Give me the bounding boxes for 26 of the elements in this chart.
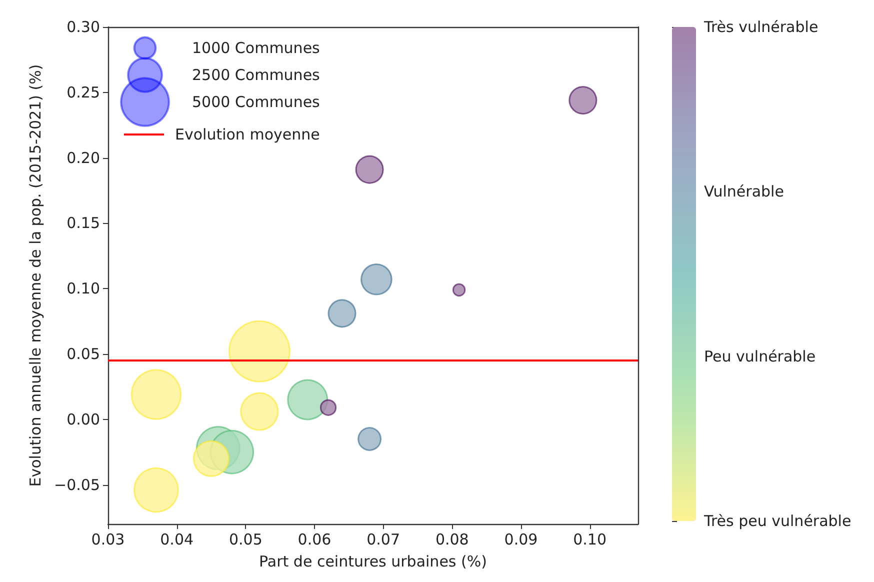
y-tick-label: 0.10	[66, 280, 100, 298]
legend-label: 1000 Communes	[192, 39, 320, 57]
y-axis-title: Evolution annuelle moyenne de la pop. (2015-2021) (%)	[26, 64, 45, 487]
y-tick-label: −0.05	[54, 476, 100, 494]
y-tick-label: 0.20	[66, 148, 100, 167]
color-bar-label: Très peu vulnérable	[703, 512, 852, 530]
x-tick-label: 0.08	[435, 530, 469, 548]
x-tick-label: 0.09	[504, 530, 538, 548]
x-tick-label: 0.05	[228, 530, 262, 548]
legend-label: 2500 Communes	[192, 66, 320, 84]
color-bar-label: Très vulnérable	[703, 18, 818, 36]
y-tick-label: 0.00	[66, 410, 100, 428]
x-tick-label: 0.06	[298, 530, 332, 548]
x-tick-label: 0.07	[366, 530, 400, 548]
y-tick-label: 0.15	[66, 214, 100, 232]
x-axis-title: Part de ceintures urbaines (%)	[259, 552, 487, 570]
y-tick-label: 0.25	[66, 83, 100, 102]
color-bar-label: Vulnérable	[704, 182, 784, 201]
x-tick-label: 0.03	[91, 530, 125, 548]
x-tick-label: 0.10	[573, 530, 607, 548]
color-bar-label: Peu vulnérable	[704, 347, 816, 366]
x-tick-label: 0.04	[160, 530, 194, 548]
y-tick-label: 0.30	[66, 18, 100, 36]
y-tick-label: 0.05	[66, 344, 100, 363]
legend-label: Evolution moyenne	[175, 126, 320, 144]
legend-label: 5000 Communes	[192, 93, 320, 111]
